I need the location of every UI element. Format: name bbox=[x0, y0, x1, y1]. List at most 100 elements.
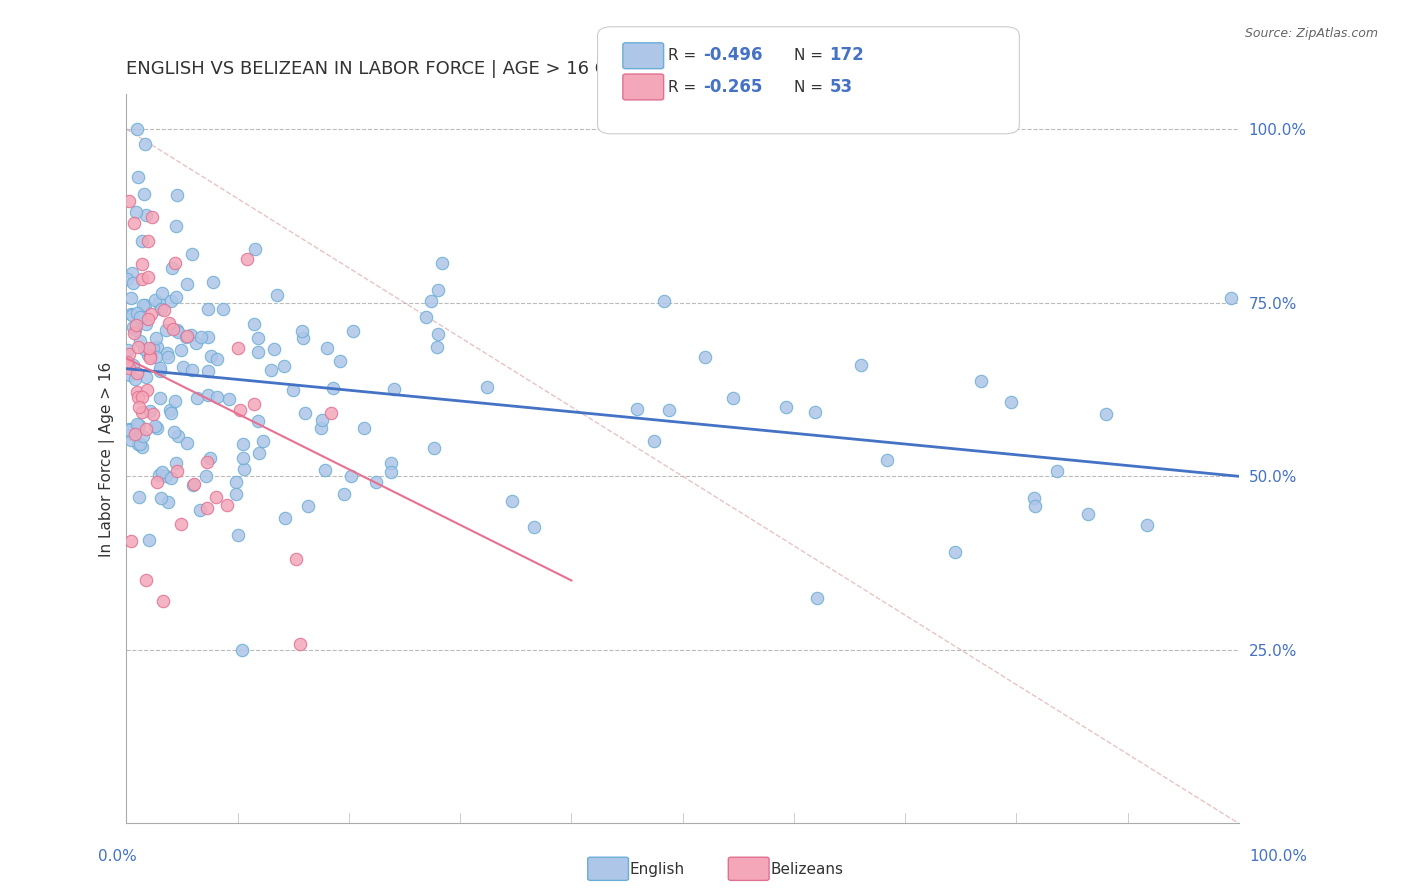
English bbox=[426, 327, 449, 342]
English bbox=[353, 421, 375, 435]
English bbox=[145, 350, 167, 364]
Belizeans bbox=[125, 366, 148, 380]
English bbox=[124, 323, 146, 337]
English bbox=[129, 310, 152, 325]
English bbox=[155, 469, 177, 483]
English bbox=[148, 467, 170, 482]
English bbox=[232, 437, 254, 451]
English bbox=[143, 293, 166, 307]
English bbox=[120, 291, 142, 305]
English bbox=[329, 354, 352, 368]
Belizeans bbox=[141, 211, 163, 225]
English bbox=[294, 406, 316, 420]
Belizeans bbox=[235, 252, 257, 266]
Belizeans bbox=[127, 340, 149, 354]
English bbox=[122, 358, 145, 372]
English bbox=[125, 306, 148, 320]
English bbox=[127, 169, 149, 184]
English bbox=[188, 503, 211, 517]
Belizeans bbox=[136, 234, 159, 248]
English bbox=[232, 461, 254, 475]
English bbox=[311, 412, 333, 426]
English bbox=[150, 465, 173, 479]
Text: -0.496: -0.496 bbox=[703, 46, 762, 64]
English bbox=[127, 437, 149, 451]
English bbox=[165, 219, 187, 234]
Belizeans bbox=[284, 551, 307, 566]
Belizeans bbox=[226, 341, 249, 355]
English bbox=[291, 324, 314, 338]
English bbox=[160, 260, 183, 275]
English bbox=[121, 277, 143, 291]
English bbox=[143, 418, 166, 433]
Belizeans bbox=[146, 475, 169, 489]
English bbox=[225, 475, 247, 489]
Belizeans bbox=[117, 355, 139, 369]
English bbox=[849, 358, 872, 372]
English bbox=[181, 478, 204, 492]
English bbox=[121, 308, 143, 322]
English bbox=[205, 390, 228, 404]
English bbox=[149, 361, 172, 376]
English bbox=[120, 307, 142, 321]
English bbox=[652, 293, 675, 308]
English bbox=[115, 271, 138, 285]
English bbox=[225, 487, 247, 501]
Belizeans bbox=[228, 402, 250, 417]
English bbox=[167, 325, 190, 339]
Text: N =: N = bbox=[794, 48, 828, 62]
English bbox=[135, 208, 157, 222]
English bbox=[243, 242, 266, 256]
English bbox=[131, 234, 153, 248]
English bbox=[139, 404, 162, 418]
Belizeans bbox=[138, 349, 160, 363]
Belizeans bbox=[131, 390, 153, 404]
English bbox=[135, 317, 157, 331]
English bbox=[643, 434, 665, 448]
English bbox=[150, 285, 173, 300]
English bbox=[260, 363, 283, 377]
Belizeans bbox=[125, 385, 148, 400]
English bbox=[382, 382, 405, 396]
English bbox=[252, 434, 274, 449]
Belizeans bbox=[122, 326, 145, 340]
English bbox=[146, 340, 169, 354]
Belizeans bbox=[243, 397, 266, 411]
English bbox=[118, 368, 141, 383]
Belizeans bbox=[125, 318, 148, 332]
Belizeans bbox=[118, 346, 141, 360]
Belizeans bbox=[195, 455, 218, 469]
English bbox=[695, 350, 717, 364]
English bbox=[142, 341, 165, 355]
English bbox=[160, 293, 183, 308]
English bbox=[806, 591, 828, 606]
English bbox=[342, 324, 364, 338]
English bbox=[242, 317, 264, 331]
English bbox=[186, 391, 208, 405]
English bbox=[501, 494, 523, 508]
English bbox=[297, 499, 319, 513]
English bbox=[146, 421, 169, 435]
English bbox=[232, 451, 254, 466]
Text: 53: 53 bbox=[830, 78, 852, 96]
English bbox=[205, 352, 228, 367]
English bbox=[283, 383, 305, 397]
English bbox=[197, 388, 219, 402]
Text: -0.265: -0.265 bbox=[703, 78, 762, 96]
Belizeans bbox=[124, 427, 146, 442]
English bbox=[1000, 394, 1022, 409]
Belizeans bbox=[135, 422, 157, 436]
English bbox=[197, 364, 219, 378]
English bbox=[380, 456, 402, 470]
Belizeans bbox=[118, 194, 141, 208]
Text: Source: ZipAtlas.com: Source: ZipAtlas.com bbox=[1244, 27, 1378, 40]
Belizeans bbox=[157, 316, 180, 330]
English bbox=[202, 276, 225, 290]
Belizeans bbox=[135, 383, 157, 397]
English bbox=[129, 436, 152, 450]
Text: N =: N = bbox=[794, 80, 828, 95]
Belizeans bbox=[124, 216, 146, 230]
English bbox=[775, 400, 797, 414]
English bbox=[134, 342, 156, 356]
English bbox=[415, 310, 437, 325]
